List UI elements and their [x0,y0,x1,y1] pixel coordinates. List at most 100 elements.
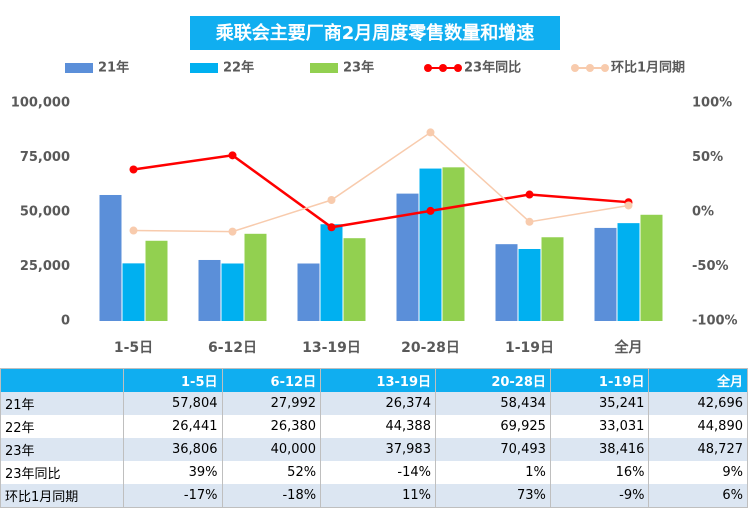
bar [244,233,267,321]
y2-tick-label: -100% [692,314,738,329]
x-tick-label: 1-5日 [114,340,153,356]
table-cell: 42,696 [648,392,748,415]
y2-tick-label: 0% [692,205,714,220]
legend-swatch [65,63,93,73]
legend-marker [439,64,447,72]
table-header-cell: 1-19日 [550,368,650,392]
chart-title: 乘联会主要厂商2月周度零售数量和增速 [215,22,535,44]
table-row: 21年 57,804 27,992 26,374 58,434 35,241 42,696 [0,392,748,415]
table-cell: -18% [222,484,322,508]
bar [518,248,541,321]
table-cell: 52% [222,461,322,484]
table-cell: 44,388 [320,415,436,438]
table-cell: 27,992 [222,392,322,415]
legend-marker [424,64,432,72]
bar [541,237,564,321]
y2-tick-label: 100% [692,96,732,111]
table-cell: 6% [648,484,748,508]
table-cell: 73% [435,484,551,508]
table-cell: 44,890 [648,415,748,438]
table-cell: 58,434 [435,392,551,415]
table-header-cell: 全月 [648,368,748,392]
bar [320,224,343,321]
table-cell: 39% [123,461,223,484]
row-label: 23年 [0,438,124,461]
y-tick-label: 50,000 [20,205,70,220]
table-cell: 48,727 [648,438,748,461]
table-cell: 69,925 [435,415,551,438]
table-cell: 33,031 [550,415,650,438]
bar [198,259,221,321]
table-cell: 9% [648,461,748,484]
table-row: 环比1月同期 -17% -18% 11% 73% -9% 6% [0,484,748,508]
line-marker [426,206,435,215]
table-cell: 57,804 [123,392,223,415]
table-cell: 40,000 [222,438,322,461]
line [133,154,629,229]
y2-tick-label: -50% [692,259,729,274]
table-cell: 35,241 [550,392,650,415]
legend-label: 23年 [343,60,374,76]
legend-swatch [190,63,218,73]
line-marker [426,128,435,137]
bar [145,240,168,321]
x-tick-label: 13-19日 [302,340,361,356]
y-tick-label: 0 [61,314,70,329]
bar [122,263,145,321]
legend-label: 22年 [223,60,254,76]
bar [617,223,640,321]
table-cell: 26,374 [320,392,436,415]
row-label: 22年 [0,415,124,438]
line-marker [228,227,237,236]
data-table: 1-5日 6-12日 13-19日 20-28日 1-19日 全月 21年 57,804 27,… [0,368,748,508]
table-cell: -14% [320,461,436,484]
table-cell: 37,983 [320,438,436,461]
x-tick-label: 20-28日 [401,340,460,356]
line-marker [327,223,336,232]
line-marker [525,217,534,226]
line-marker [129,226,138,235]
table-header-row: 1-5日 6-12日 13-19日 20-28日 1-19日 全月 [0,368,748,392]
bar [640,214,663,321]
bar [297,263,320,321]
line-marker [525,190,534,199]
legend-marker [601,64,609,72]
row-label: 21年 [0,392,124,415]
line-marker [624,201,633,210]
table-header-cell: 13-19日 [320,368,436,392]
bar [99,194,122,321]
x-tick-label: 6-12日 [208,340,257,356]
table-header-cell: 6-12日 [222,368,322,392]
table-cell: -17% [123,484,223,508]
legend-label: 21年 [98,60,129,76]
legend-label: 环比1月同期 [611,60,685,76]
bar [396,193,419,321]
line-marker [228,151,237,160]
table-row: 23年同比 39% 52% -14% 1% 16% 9% [0,461,748,484]
bar [419,168,442,321]
table-cell: 16% [550,461,650,484]
legend-marker [571,64,579,72]
x-tick-label: 全月 [614,339,643,356]
legend-marker [586,64,594,72]
row-label: 环比1月同期 [0,484,124,508]
y-tick-label: 75,000 [20,150,70,165]
table-cell: 26,380 [222,415,322,438]
table-cell: 38,416 [550,438,650,461]
table-header-cell: 1-5日 [123,368,223,392]
table-row: 23年 36,806 40,000 37,983 70,493 38,416 48,727 [0,438,748,461]
chart: 乘联会主要厂商2月周度零售数量和增速 0 25,000 50,000 75,000 10… [11,16,738,356]
table-corner [0,368,124,392]
table-cell: 70,493 [435,438,551,461]
y2-tick-label: 50% [692,150,723,165]
x-tick-label: 1-19日 [505,340,554,356]
line-marker [327,196,336,205]
bar [495,244,518,321]
bar [442,167,465,321]
table-cell: 26,441 [123,415,223,438]
row-label: 23年同比 [0,461,124,484]
table-cell: 11% [320,484,436,508]
legend-label: 23年同比 [464,60,521,76]
line [133,131,629,233]
